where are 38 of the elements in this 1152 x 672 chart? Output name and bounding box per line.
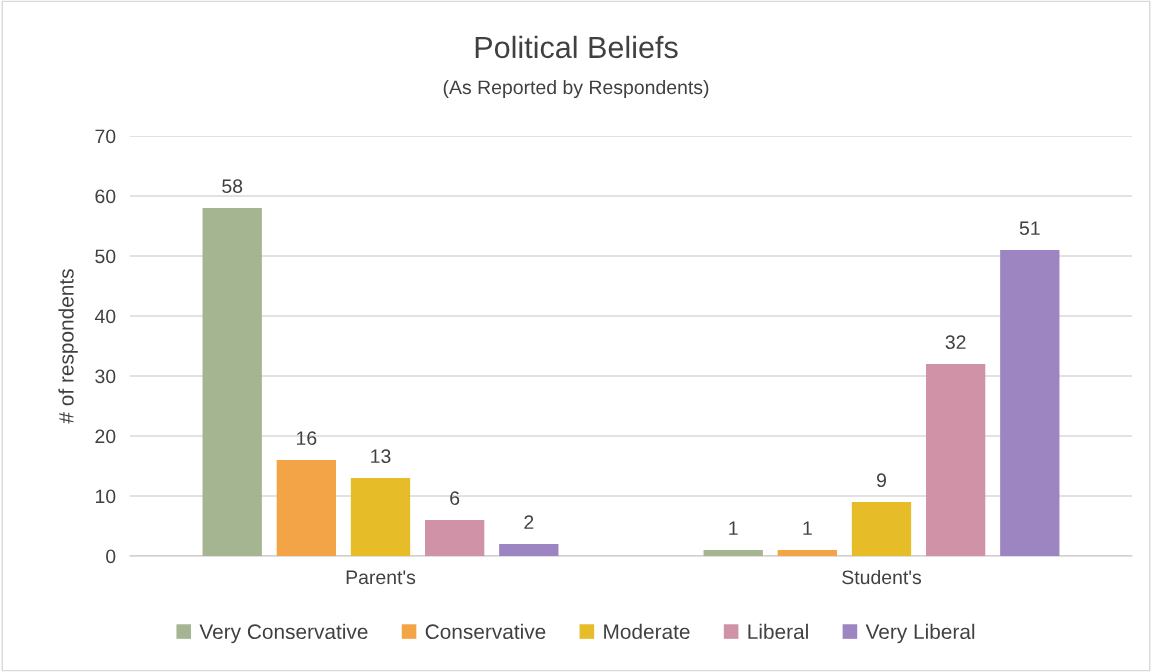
y-tick-label: 0 [106, 549, 116, 564]
bar [499, 544, 559, 556]
bar [276, 460, 337, 556]
data-label: 2 [524, 515, 534, 529]
data-label: 6 [450, 491, 460, 506]
x-tick-label: Student's [842, 569, 922, 585]
data-label: 32 [945, 335, 966, 350]
bar [925, 364, 986, 556]
data-label: 13 [371, 449, 391, 464]
legend-label: Moderate [604, 623, 690, 640]
data-label: 1 [803, 521, 812, 535]
y-tick-label: 70 [95, 129, 116, 144]
y-tick-label: 20 [95, 429, 116, 444]
bar [202, 208, 262, 556]
chart-subtitle: (As Reported by Respondents) [443, 79, 709, 99]
bar [1000, 250, 1060, 556]
x-tick-label: Parent's [346, 570, 416, 585]
chart-title: Political Beliefs [475, 35, 678, 59]
data-label: 16 [297, 431, 317, 446]
legend-label: Liberal [748, 623, 808, 640]
bar [851, 502, 912, 556]
y-tick-label: 50 [95, 249, 116, 264]
y-tick-label: 10 [95, 489, 116, 504]
y-tick-label: 60 [95, 189, 116, 204]
legend-label: Very Conservative [199, 623, 368, 644]
data-label: 51 [1019, 221, 1040, 236]
bar [350, 478, 411, 556]
y-axis-title: # of respondents [58, 269, 78, 424]
bar [777, 550, 838, 556]
legend-label: Very Liberal [865, 623, 975, 644]
y-tick-label: 40 [94, 309, 116, 324]
data-label: 9 [877, 473, 886, 488]
data-label: 58 [222, 179, 243, 194]
y-tick-label: 30 [95, 369, 116, 384]
bar [424, 520, 485, 556]
legend-label: Conservative [425, 623, 546, 640]
data-label: 1 [729, 521, 738, 535]
bar [703, 550, 763, 556]
